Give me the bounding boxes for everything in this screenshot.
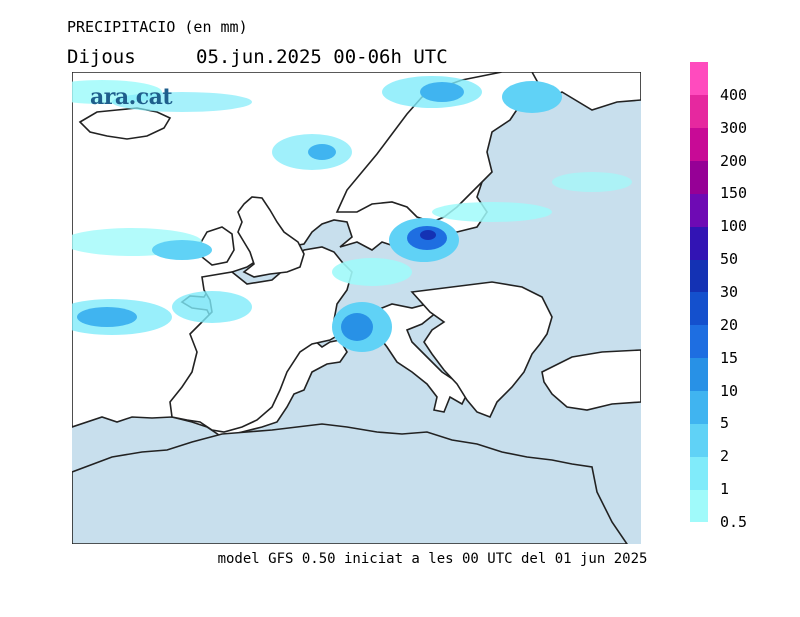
legend-label: 10 — [720, 381, 739, 400]
scandinavia — [335, 72, 544, 223]
precipitation-map — [72, 72, 641, 544]
iceland — [78, 107, 172, 140]
logo: ara.cat — [90, 84, 173, 110]
balkans — [410, 281, 553, 419]
legend-swatch — [690, 259, 708, 293]
great-britain — [237, 196, 305, 278]
legend-label: 2 — [720, 447, 730, 466]
legend-swatch — [690, 456, 708, 490]
legend-swatch — [690, 160, 708, 194]
legend-label: 300 — [720, 118, 748, 137]
legend-label: 20 — [720, 315, 739, 334]
legend-swatch — [690, 94, 708, 129]
chart-title: PRECIPITACIO (en mm) — [67, 18, 248, 36]
legend-swatch — [690, 489, 708, 523]
legend-label: 15 — [720, 348, 739, 367]
legend-swatch — [690, 357, 708, 392]
legend-swatch — [690, 390, 708, 424]
legend-label: 1 — [720, 480, 730, 499]
legend-swatch — [690, 324, 708, 359]
legend-swatch — [690, 226, 708, 260]
legend-label: 50 — [720, 250, 739, 269]
turkey — [541, 349, 641, 411]
north-africa — [72, 423, 628, 544]
precipitation-overlay — [72, 76, 632, 352]
legend-label: 0.5 — [720, 513, 748, 531]
legend-swatch — [690, 193, 708, 227]
legend-label: 5 — [720, 414, 730, 433]
legend-label: 400 — [720, 85, 748, 104]
model-note: model GFS 0.50 iniciat a les 00 UTC del … — [217, 551, 648, 567]
legend-swatch — [690, 127, 708, 162]
legend-swatch — [690, 423, 708, 457]
legend-swatch — [690, 62, 708, 96]
legend-swatch — [690, 292, 708, 326]
legend-label: 200 — [720, 151, 748, 170]
map-canvas — [72, 72, 641, 544]
legend-label: 30 — [720, 283, 739, 301]
forecast-period: 05.jun.2025 00-06h UTC — [196, 46, 448, 68]
forecast-day: Dijous — [67, 46, 136, 68]
legend-label: 150 — [720, 184, 748, 203]
legend-label: 100 — [720, 217, 748, 236]
